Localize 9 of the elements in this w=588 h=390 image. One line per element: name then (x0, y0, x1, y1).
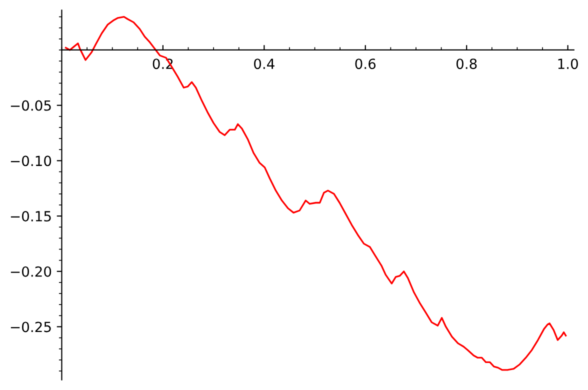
y-tick-label: −0.05 (10, 100, 51, 111)
x-tick-label: 0.6 (355, 58, 376, 70)
y-tick-label: −0.20 (10, 266, 52, 277)
y-tick-label: −0.10 (10, 156, 52, 166)
x-tick-label: 1.0 (558, 58, 578, 70)
x-tick-label: 0.4 (254, 58, 274, 70)
y-tick-label: −0.25 (10, 322, 51, 332)
x-tick-label: 0.8 (456, 58, 477, 70)
y-tick-label: −0.15 (10, 211, 51, 222)
